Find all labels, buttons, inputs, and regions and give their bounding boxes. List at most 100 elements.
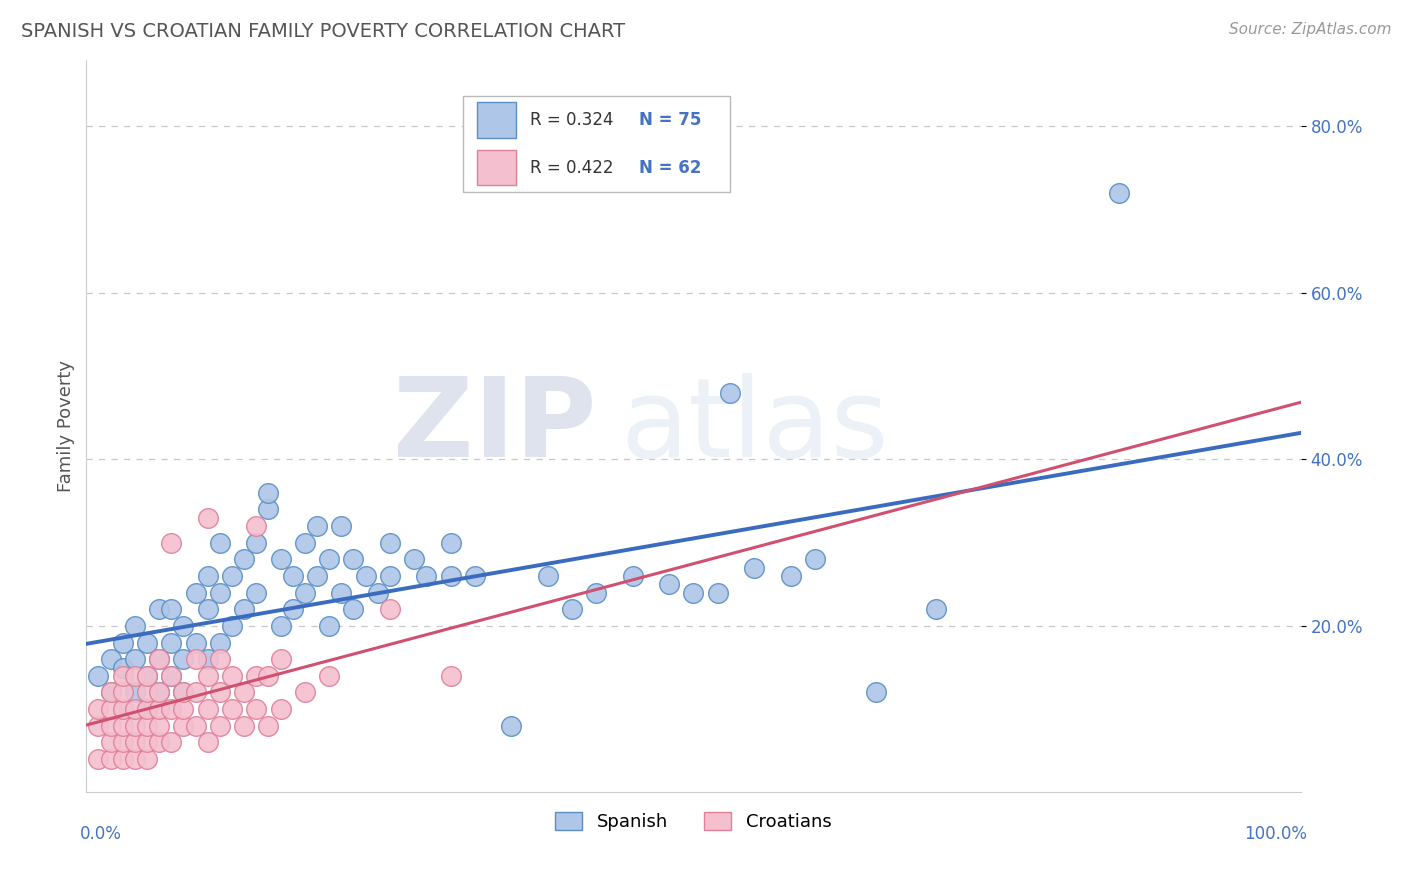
Point (318, 552, 340, 566)
Point (682, 585, 704, 599)
Point (111, 635, 134, 649)
Point (184, 685, 207, 699)
Point (865, 685, 887, 699)
Point (245, 519, 267, 533)
Legend: Spanish, Croatians: Spanish, Croatians (548, 805, 839, 838)
Point (245, 585, 267, 599)
Point (378, 569, 401, 583)
Point (342, 552, 364, 566)
Point (718, 385, 741, 400)
Text: ZIP: ZIP (392, 373, 596, 480)
Point (111, 702, 134, 716)
Point (439, 535, 461, 549)
Point (100, 685, 122, 699)
Point (136, 635, 159, 649)
Point (87, 669, 110, 683)
Text: 100.0%: 100.0% (1244, 825, 1306, 844)
Point (779, 569, 801, 583)
Point (270, 702, 292, 716)
Point (233, 719, 256, 733)
Point (111, 702, 134, 716)
Text: atlas: atlas (620, 373, 889, 480)
Point (208, 635, 231, 649)
Point (172, 619, 194, 633)
Point (136, 702, 159, 716)
Point (221, 619, 243, 633)
Point (742, 560, 765, 574)
Point (233, 602, 256, 616)
Point (330, 585, 353, 599)
Point (208, 585, 231, 599)
Text: SPANISH VS CROATIAN FAMILY POVERTY CORRELATION CHART: SPANISH VS CROATIAN FAMILY POVERTY CORRE… (21, 22, 626, 41)
Point (330, 519, 353, 533)
Point (281, 602, 304, 616)
Point (124, 752, 146, 766)
Point (111, 735, 134, 749)
Point (221, 669, 243, 683)
Point (294, 535, 316, 549)
Point (136, 735, 159, 749)
Point (245, 535, 267, 549)
Point (184, 652, 207, 666)
Point (184, 635, 207, 649)
Point (184, 719, 207, 733)
Point (537, 569, 560, 583)
Point (160, 669, 183, 683)
Point (245, 669, 267, 683)
Point (148, 719, 170, 733)
Point (160, 669, 183, 683)
Point (172, 685, 194, 699)
Point (136, 752, 159, 766)
Point (184, 585, 207, 599)
Point (257, 719, 280, 733)
Point (87, 752, 110, 766)
Point (221, 702, 243, 716)
Point (658, 577, 681, 591)
Point (305, 569, 328, 583)
Point (87, 702, 110, 716)
Point (464, 569, 486, 583)
Point (354, 569, 377, 583)
Point (148, 685, 170, 699)
Point (439, 569, 461, 583)
Point (804, 552, 827, 566)
Text: N = 62: N = 62 (638, 159, 702, 177)
Point (124, 652, 146, 666)
Point (172, 719, 194, 733)
Point (136, 669, 159, 683)
Point (270, 619, 292, 633)
Point (378, 535, 401, 549)
Point (197, 702, 219, 716)
Point (404, 552, 426, 566)
Point (124, 702, 146, 716)
Text: R = 0.324: R = 0.324 (530, 112, 613, 129)
Point (87, 719, 110, 733)
Point (281, 569, 304, 583)
Point (124, 619, 146, 633)
Point (148, 652, 170, 666)
Point (160, 702, 183, 716)
Point (585, 585, 607, 599)
Point (124, 685, 146, 699)
Point (136, 719, 159, 733)
Point (124, 735, 146, 749)
Point (148, 702, 170, 716)
Point (124, 719, 146, 733)
Point (160, 735, 183, 749)
Point (148, 602, 170, 616)
Point (160, 535, 183, 549)
Point (270, 652, 292, 666)
Point (100, 685, 122, 699)
Text: Source: ZipAtlas.com: Source: ZipAtlas.com (1229, 22, 1392, 37)
Point (160, 602, 183, 616)
Point (136, 685, 159, 699)
Point (208, 652, 231, 666)
Point (221, 569, 243, 583)
Point (208, 535, 231, 549)
Point (294, 685, 316, 699)
Point (367, 585, 389, 599)
Point (197, 569, 219, 583)
Point (197, 602, 219, 616)
Text: R = 0.422: R = 0.422 (530, 159, 613, 177)
Point (621, 569, 644, 583)
